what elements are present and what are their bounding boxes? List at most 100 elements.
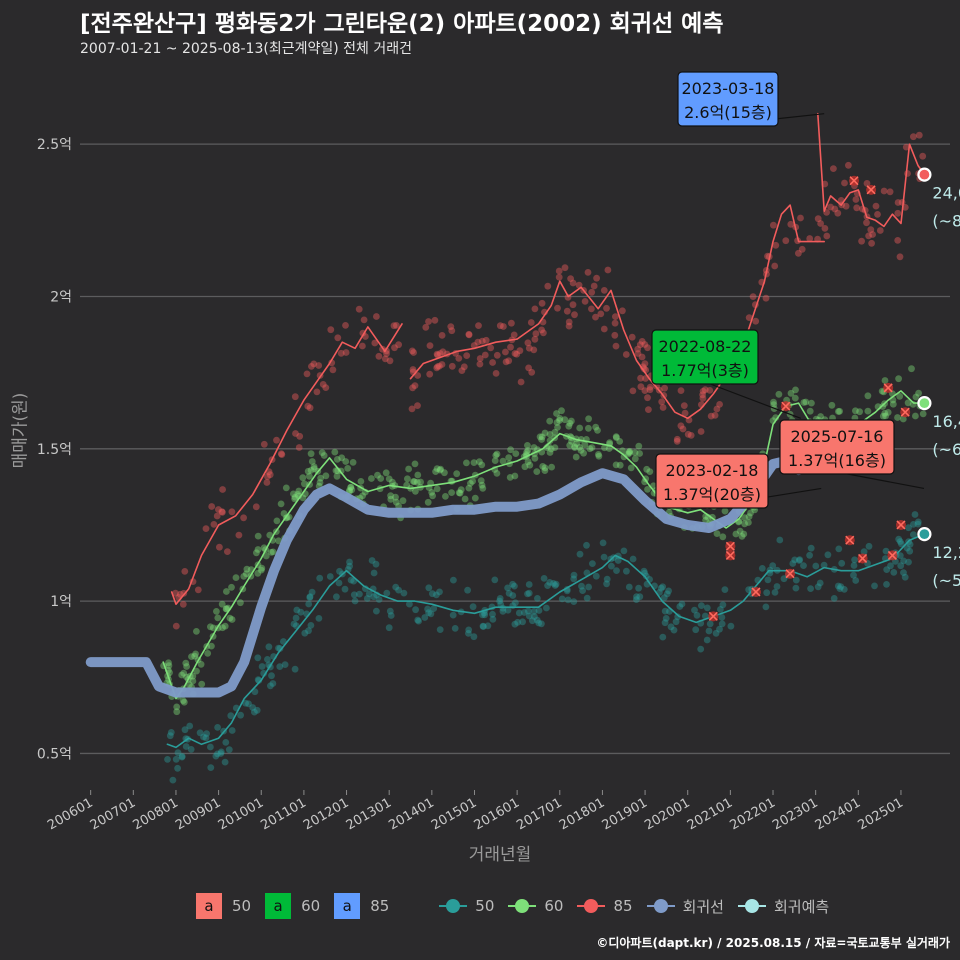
scatter-point [590, 282, 598, 290]
scatter-point [306, 593, 314, 601]
scatter-point [830, 595, 838, 602]
scatter-point [628, 333, 636, 341]
scatter-point [910, 521, 917, 528]
scatter-point [335, 579, 343, 587]
scatter-point [478, 337, 486, 345]
scatter-point [326, 573, 334, 580]
scatter-point [477, 477, 485, 484]
scatter-point [824, 551, 832, 559]
scatter-point [373, 607, 380, 615]
annotation-date: 2023-02-18 [666, 461, 759, 480]
annotation-date: 2022-08-22 [659, 337, 752, 356]
annotation-price: 1.37억(20층) [663, 485, 761, 504]
scatter-point [434, 351, 441, 359]
annotation-pointer [704, 381, 801, 419]
scatter-point [673, 437, 681, 445]
scatter-point [448, 362, 456, 370]
scatter-point [588, 305, 595, 313]
scatter-point [525, 344, 533, 352]
scatter-point [539, 463, 547, 470]
scatter-point [301, 480, 308, 488]
scatter-point [434, 363, 441, 370]
scatter-point [374, 471, 381, 479]
scatter-point [881, 377, 889, 384]
scatter-point [317, 474, 324, 482]
scatter-point [219, 624, 226, 632]
scatter-point [637, 374, 644, 382]
scatter-point [831, 205, 839, 213]
scatter-point [310, 463, 318, 471]
scatter-point [572, 453, 580, 461]
scatter-point [389, 478, 396, 486]
scatter-point [291, 495, 298, 503]
scatter-point [546, 579, 554, 586]
scatter-point [620, 453, 628, 461]
scatter-point [470, 633, 478, 641]
legend-box-swatch: a [265, 893, 292, 919]
scatter-point [408, 347, 416, 355]
scatter-point [622, 351, 630, 358]
x-tick-label: 201201 [301, 795, 351, 833]
scatter-point [359, 342, 366, 350]
scatter-point [834, 582, 842, 590]
scatter-point [883, 581, 890, 588]
scatter-point [586, 445, 594, 453]
scatter-point [306, 404, 314, 412]
scatter-point [749, 293, 757, 300]
scatter-point [702, 516, 709, 524]
scatter-point [385, 475, 393, 483]
scatter-point [425, 584, 433, 592]
scatter-point [594, 427, 601, 434]
scatter-point [641, 360, 649, 367]
scatter-point [427, 610, 435, 618]
scatter-point [541, 464, 549, 472]
scatter-point [429, 492, 436, 500]
scatter-point [221, 758, 229, 766]
scatter-point [174, 749, 182, 757]
scatter-point [455, 355, 463, 362]
scatter-point [172, 589, 179, 597]
scatter-point [385, 624, 393, 632]
scatter-point [814, 583, 822, 591]
scatter-point [612, 342, 620, 350]
scatter-point [876, 227, 884, 234]
scatter-point [511, 620, 519, 628]
scatter-point [447, 323, 455, 330]
scatter-point [470, 459, 478, 466]
x-tick-label: 200901 [173, 795, 223, 833]
scatter-point [331, 448, 339, 456]
scatter-point [461, 495, 469, 503]
scatter-point [611, 331, 619, 339]
scatter-point [667, 623, 675, 631]
scatter-point [527, 319, 535, 326]
end-value-label: 12,233 [932, 543, 960, 562]
scatter-point [245, 700, 252, 708]
scatter-point [209, 624, 217, 632]
scatter-point [579, 587, 586, 594]
scatter-point [841, 179, 848, 187]
legend-box-swatch: a [334, 893, 361, 919]
scatter-point [551, 428, 559, 436]
scatter-point [258, 663, 266, 670]
scatter-point [469, 603, 477, 611]
scatter-point [381, 355, 389, 363]
scatter-point [853, 204, 861, 212]
x-tick-label: 201301 [344, 795, 394, 833]
scatter-point [426, 342, 434, 349]
scatter-point [499, 457, 507, 465]
scatter-point [626, 449, 633, 457]
scatter-point [792, 584, 800, 592]
legend: a 50 a 60 a 85 50 60 85 회귀선 회귀예측 [196, 892, 843, 920]
scatter-point [197, 660, 205, 668]
scatter-point [479, 611, 486, 619]
scatter-point [382, 469, 390, 477]
scatter-point [207, 743, 214, 751]
scatter-point [544, 582, 551, 589]
scatter-point [263, 479, 271, 486]
scatter-point [458, 367, 466, 374]
scatter-point [273, 436, 280, 444]
scatter-point [225, 746, 233, 753]
scatter-point [528, 368, 536, 376]
scatter-point [430, 605, 438, 612]
scatter-point [770, 398, 777, 406]
